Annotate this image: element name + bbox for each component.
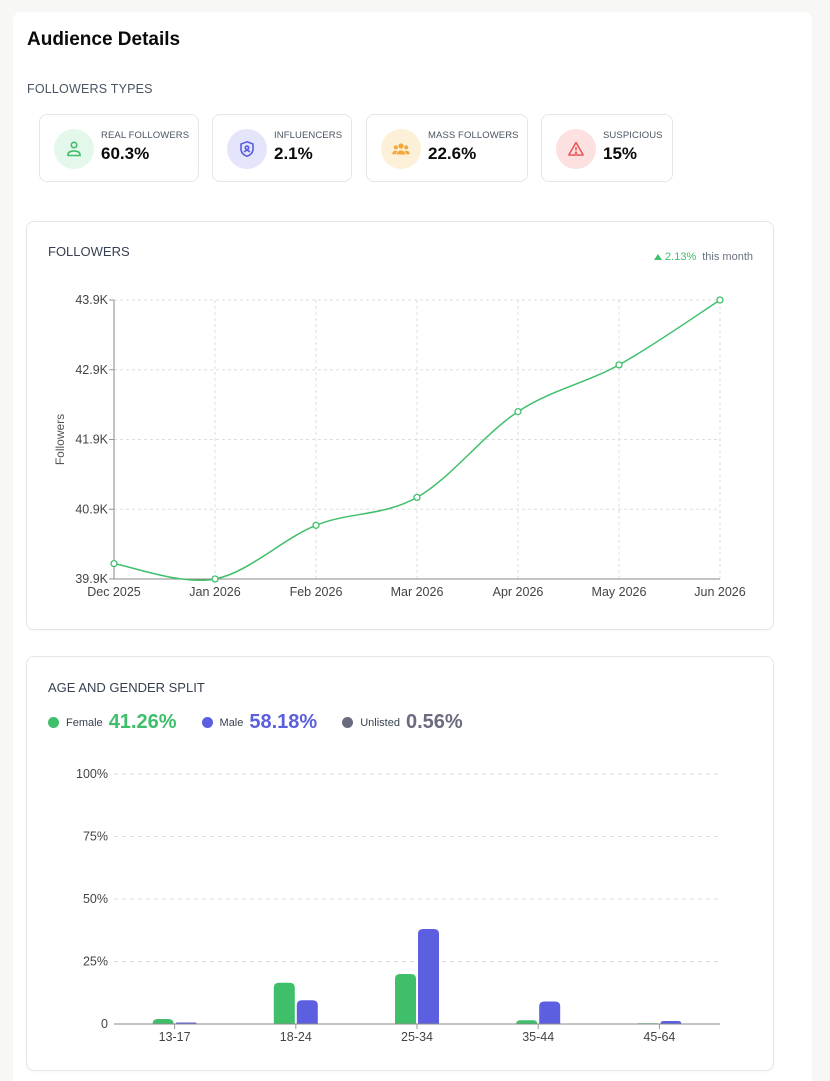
users-icon: [54, 129, 94, 169]
shield-user-icon: [227, 129, 267, 169]
legend-female-dot: [48, 717, 59, 728]
age-gender-bar-chart: 0 25% 50% 75% 100% 13-17 18-24 25-34 35-44 45-64: [76, 767, 720, 1044]
influencers-value: 2.1%: [274, 144, 313, 163]
followers-chart-label: FOLLOWERS: [48, 244, 130, 259]
bar-male-18-24: [296, 1000, 318, 1024]
gender-legend: Female 41.26% Male 58.18% Unlisted 0.56%: [48, 711, 488, 734]
legend-unlisted-dot: [342, 717, 354, 728]
bar-female-25-34: [395, 974, 416, 1024]
line-y-axis-label: Followers: [53, 414, 67, 465]
followers-data-point: [413, 493, 421, 502]
suspicious-value: 15%: [603, 144, 638, 163]
bar-ytick-label: 50%: [83, 892, 108, 906]
mass-followers-label: MASS FOLLOWERS: [428, 130, 519, 141]
followers-data-point: [312, 521, 320, 529]
followers-data-point: [514, 407, 522, 416]
real-followers-value: 60.3%: [101, 144, 150, 163]
followers-data-point: [716, 296, 724, 304]
bar-female-18-24: [273, 982, 295, 1024]
bar-xtick-label: 35-44: [522, 1030, 554, 1044]
bar-xtick-label: 18-24: [280, 1030, 312, 1044]
followers-line-chart: 39.9K 40.9K 41.9K 42.9K 43.9K Dec 2025 Jan 202…: [53, 293, 746, 599]
line-ytick-label: 43.9K: [75, 293, 108, 307]
bar-female-13-17: [152, 1019, 174, 1024]
mass-followers-value: 22.6%: [428, 144, 477, 163]
warning-icon: [556, 129, 596, 169]
line-xtick-label: Jan 2026: [189, 585, 240, 599]
age-gender-card: AGE AND GENDER SPLIT Female 41.26% Male …: [26, 656, 774, 1071]
trend-suffix: this month: [702, 251, 753, 263]
legend-unlisted: Unlisted 0.56%: [342, 711, 463, 734]
legend-female-name: Female: [66, 716, 103, 729]
trend-value: 2.13%: [665, 251, 697, 263]
followers-types-label: FOLLOWERS TYPES: [27, 82, 153, 96]
group-icon: [381, 129, 421, 169]
followers-data-point: [211, 575, 219, 583]
followers-data-point: [615, 361, 623, 369]
line-ytick-label: 39.9K: [75, 572, 108, 586]
followers-trend: 2.13% this month: [654, 251, 753, 263]
legend-unlisted-value: 0.56%: [405, 711, 463, 733]
legend-female: Female 41.26%: [48, 711, 177, 734]
real-followers-card: REAL FOLLOWERS 60.3%: [39, 114, 199, 182]
line-ytick-label: 41.9K: [75, 433, 108, 447]
page-title: Audience Details: [27, 29, 181, 50]
legend-male-name: Male: [219, 716, 244, 729]
legend-unlisted-name: Unlisted: [360, 716, 400, 729]
legend-female-value: 41.26%: [108, 711, 177, 733]
line-ytick-label: 40.9K: [75, 502, 108, 516]
bar-ytick-label: 25%: [83, 955, 108, 969]
legend-male: Male 58.18%: [201, 711, 318, 734]
legend-male-dot: [201, 717, 213, 728]
mass-followers-card: MASS FOLLOWERS 22.6%: [366, 114, 528, 182]
suspicious-card: SUSPICIOUS 15%: [541, 114, 673, 182]
line-xtick-label: Jun 2026: [694, 585, 745, 599]
followers-data-point: [110, 560, 118, 568]
line-xtick-label: May 2026: [592, 585, 647, 599]
bar-male-35-44: [539, 1001, 561, 1024]
bar-xtick-label: 45-64: [643, 1030, 675, 1044]
legend-male-value: 58.18%: [249, 711, 318, 733]
followers-chart-card: FOLLOWERS 2.13% this month 39.9K 40.9K 41.…: [26, 221, 774, 630]
influencers-card: INFLUENCERS 2.1%: [212, 114, 352, 182]
bar-male-45-64: [660, 1021, 682, 1024]
trend-up-icon: [654, 254, 663, 260]
line-xtick-label: Feb 2026: [290, 585, 343, 599]
suspicious-label: SUSPICIOUS: [603, 130, 663, 141]
line-xtick-label: Dec 2025: [87, 585, 141, 599]
bar-xtick-label: 25-34: [401, 1030, 433, 1044]
bar-male-25-34: [418, 929, 439, 1024]
real-followers-label: REAL FOLLOWERS: [101, 130, 190, 141]
line-xtick-label: Mar 2026: [391, 585, 444, 599]
bar-ytick-label: 75%: [83, 830, 108, 844]
age-gender-label: AGE AND GENDER SPLIT: [48, 680, 205, 695]
trend-value-wrap: 2.13%: [654, 251, 696, 263]
bar-ytick-label: 0: [101, 1017, 108, 1031]
bar-female-35-44: [516, 1020, 538, 1024]
influencers-label: INFLUENCERS: [274, 130, 343, 141]
bar-ytick-label: 100%: [76, 767, 108, 781]
line-ytick-label: 42.9K: [75, 363, 108, 377]
line-xtick-label: Apr 2026: [493, 585, 544, 599]
bar-xtick-label: 13-17: [159, 1030, 191, 1044]
